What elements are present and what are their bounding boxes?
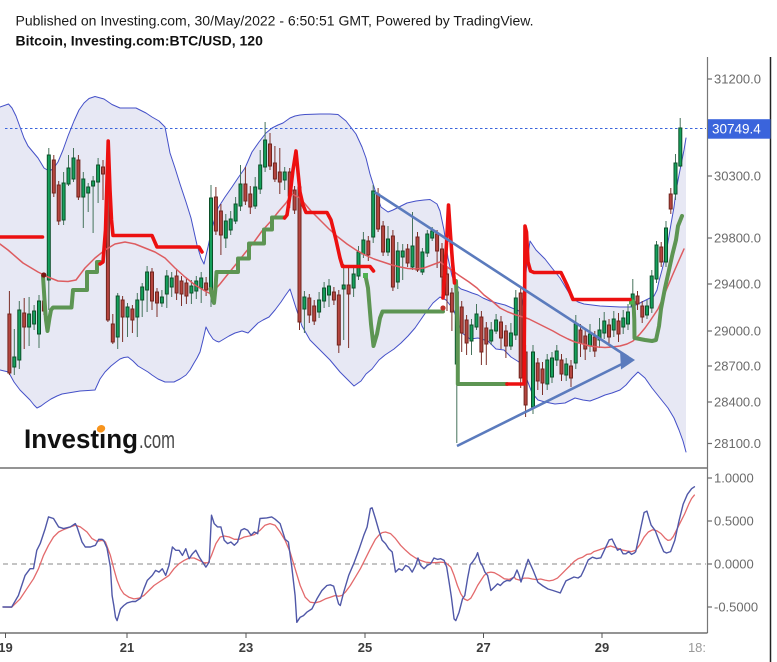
svg-text:29400.0: 29400.0 [714,277,761,292]
svg-text:28400.0: 28400.0 [714,395,761,410]
svg-text:27: 27 [476,640,490,655]
svg-text:29000.0: 29000.0 [714,324,761,339]
svg-text:23: 23 [239,640,253,655]
svg-text:19: 19 [0,640,13,655]
svg-text:0.0000: 0.0000 [714,557,754,572]
svg-text:28700.0: 28700.0 [714,359,761,374]
svg-text:1.0000: 1.0000 [714,471,754,486]
svg-text:0.5000: 0.5000 [714,514,754,529]
svg-text:18:: 18: [688,640,706,655]
svg-text:29: 29 [595,640,609,655]
svg-text:.com: .com [139,427,175,454]
svg-text:30749.4: 30749.4 [712,122,761,137]
svg-text:30300.0: 30300.0 [714,169,761,184]
svg-text:Investıng: Investıng [24,424,138,454]
svg-text:25: 25 [358,640,372,655]
svg-text:31200.0: 31200.0 [714,72,761,87]
svg-text:21: 21 [120,640,134,655]
svg-text:29800.0: 29800.0 [714,231,761,246]
svg-text:Published on Investing.com, 30: Published on Investing.com, 30/May/2022 … [16,13,534,29]
svg-text:28100.0: 28100.0 [714,436,761,451]
svg-text:-0.5000: -0.5000 [714,600,758,615]
svg-text:Bitcoin, Investing.com:BTC/USD: Bitcoin, Investing.com:BTC/USD, 120 [16,33,264,49]
